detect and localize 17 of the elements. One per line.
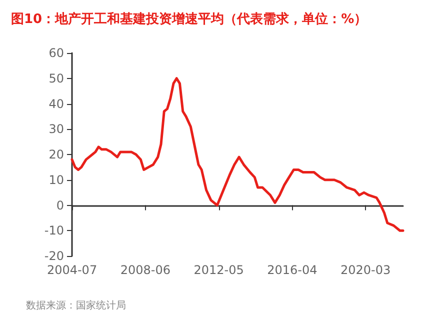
y-tick-label: 40 bbox=[48, 96, 64, 111]
y-tick-label: 50 bbox=[48, 71, 64, 86]
y-tick-label: 60 bbox=[48, 46, 64, 60]
y-tick-label: 0 bbox=[56, 198, 64, 212]
y-tick-label: 30 bbox=[48, 122, 64, 136]
x-tick-label: 2008-06 bbox=[120, 263, 170, 277]
x-tick-label: 2016-04 bbox=[267, 263, 318, 277]
source-note: 数据来源：国家统计局 bbox=[26, 300, 126, 312]
y-tick-label: 20 bbox=[48, 148, 64, 162]
y-tick-label: 10 bbox=[48, 172, 64, 187]
line-series bbox=[70, 77, 404, 232]
y-tick-label: -20 bbox=[44, 249, 64, 263]
x-tick-label: 2004-07 bbox=[46, 263, 98, 277]
x-tick-label: 2012-05 bbox=[194, 263, 244, 277]
chart-title: 图10：地产开工和基建投资增速平均（代表需求，单位：%） bbox=[11, 11, 368, 27]
y-tick-label: -10 bbox=[44, 224, 64, 238]
x-tick-label: 2020-03 bbox=[340, 263, 391, 277]
